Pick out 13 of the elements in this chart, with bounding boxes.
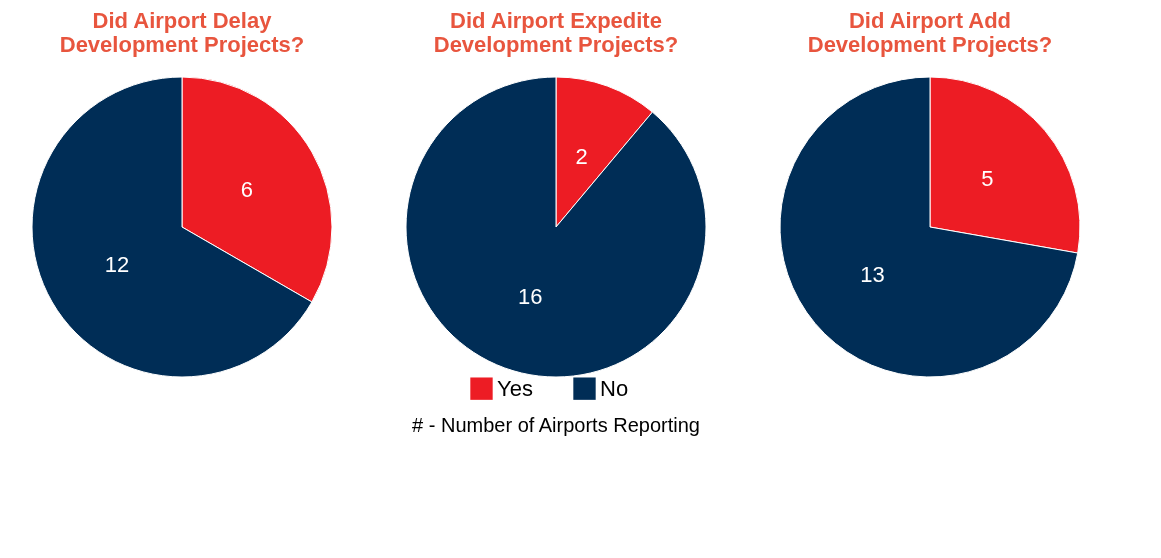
legend-label: Yes: [497, 375, 533, 401]
data-label: 5: [981, 165, 994, 191]
data-label: 16: [518, 284, 543, 310]
pie-slice: [779, 76, 1079, 378]
chart-title: Did Airport Delay Development Projects?: [59, 8, 305, 57]
legend-label: No: [600, 375, 629, 401]
chart-title: Did Airport Add Development Projects?: [807, 8, 1053, 57]
data-label: 2: [575, 143, 588, 169]
text: # - Number of Airports Reporting: [412, 414, 700, 436]
chart-title: Did Airport Expedite Development Projects?: [433, 8, 679, 57]
data-label: 13: [860, 262, 885, 288]
data-label: 12: [104, 251, 130, 277]
data-label: 6: [240, 176, 254, 202]
